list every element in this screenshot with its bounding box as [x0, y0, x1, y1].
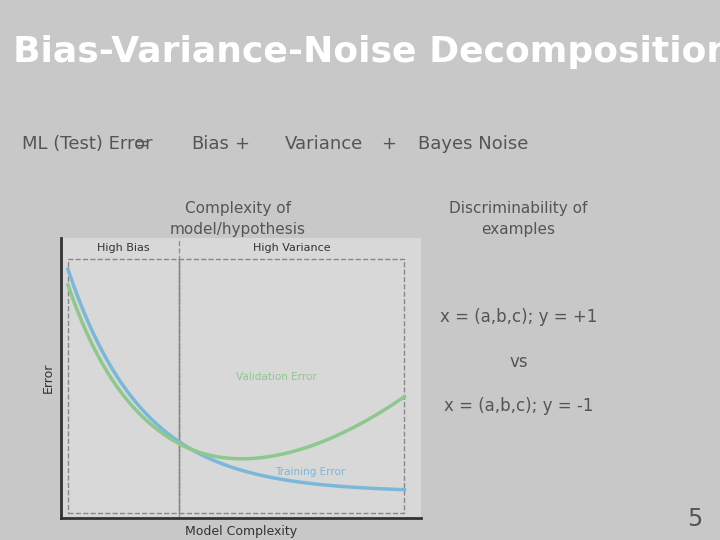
X-axis label: Model Complexity: Model Complexity	[185, 525, 297, 538]
Bar	[68, 259, 179, 513]
Text: 5: 5	[687, 507, 702, 531]
Text: vs: vs	[509, 353, 528, 371]
Y-axis label: Error: Error	[41, 363, 54, 393]
Text: Bias-Variance-Noise Decomposition: Bias-Variance-Noise Decomposition	[13, 35, 720, 69]
Text: High Bias: High Bias	[97, 244, 150, 253]
Text: Variance: Variance	[284, 134, 363, 152]
Text: Complexity of
model/hypothesis
space: Complexity of model/hypothesis space	[170, 201, 305, 259]
Text: x = (a,b,c); y = -1: x = (a,b,c); y = -1	[444, 397, 593, 415]
Text: Validation Error: Validation Error	[236, 372, 317, 382]
Text: =: =	[133, 134, 148, 152]
Text: Bayes Noise: Bayes Noise	[418, 134, 528, 152]
Text: x = (a,b,c); y = +1: x = (a,b,c); y = +1	[440, 308, 597, 326]
Text: +: +	[382, 134, 397, 152]
Text: Bias: Bias	[191, 134, 229, 152]
Text: ML (Test) Error: ML (Test) Error	[22, 134, 152, 152]
Text: Discriminability of
examples: Discriminability of examples	[449, 201, 588, 238]
Text: Training Error: Training Error	[275, 468, 346, 477]
Bar	[179, 259, 405, 513]
Text: +: +	[234, 134, 249, 152]
Text: High Variance: High Variance	[253, 244, 330, 253]
